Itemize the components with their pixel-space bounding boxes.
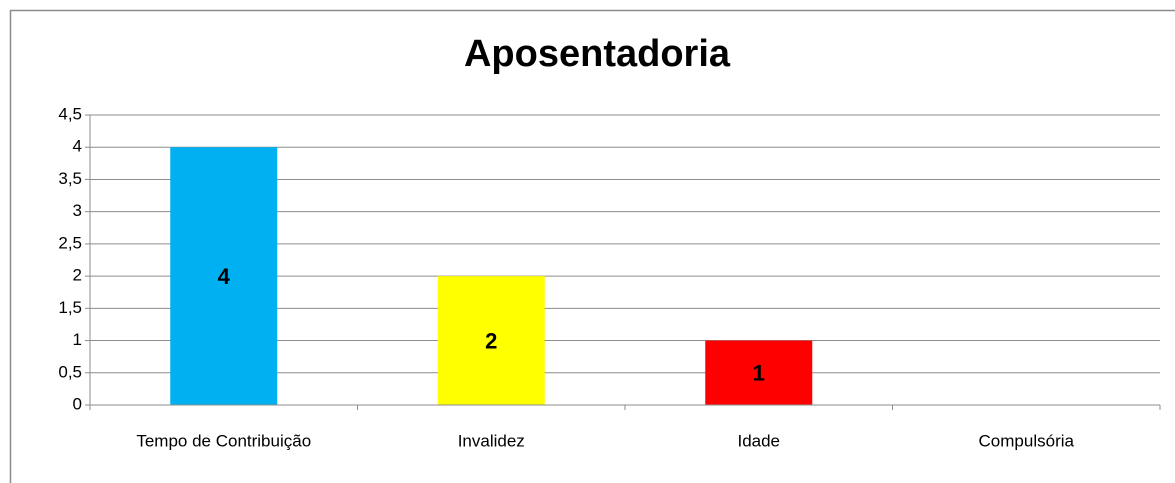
y-tick-label: 3,5 — [58, 169, 82, 188]
y-tick-label: 1 — [73, 330, 82, 349]
bar — [705, 340, 813, 405]
y-tick-label: 3 — [73, 201, 82, 220]
x-tick-label: Compulsória — [979, 431, 1075, 450]
x-tick-label: Tempo de Contribuição — [136, 431, 311, 450]
y-tick-label: 4 — [73, 137, 82, 156]
y-tick-label: 4,5 — [58, 104, 82, 123]
data-label: 4 — [218, 264, 231, 289]
bar — [170, 147, 278, 405]
chart-title: Aposentadoria — [464, 33, 731, 75]
y-tick-label: 0 — [73, 394, 82, 413]
x-tick-label: Idade — [737, 431, 780, 450]
y-tick-label: 1,5 — [58, 298, 82, 317]
y-tick-label: 2 — [73, 266, 82, 285]
bar — [437, 276, 545, 405]
y-tick-label: 2,5 — [58, 233, 82, 252]
data-label: 1 — [753, 361, 765, 386]
x-tick-label: Invalidez — [458, 431, 525, 450]
data-label: 2 — [485, 328, 497, 353]
y-tick-label: 0,5 — [58, 362, 82, 381]
